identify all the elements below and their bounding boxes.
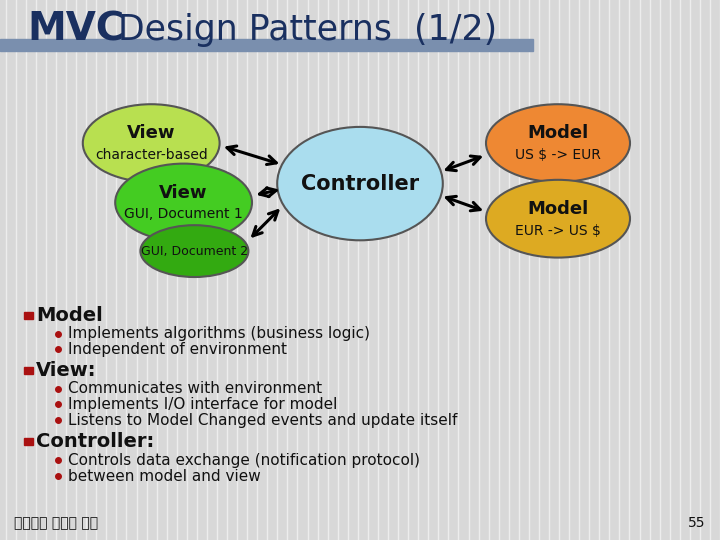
Text: 55: 55 (688, 516, 706, 530)
Text: Implements I/O interface for model: Implements I/O interface for model (68, 397, 338, 412)
Bar (24, 367, 33, 375)
Text: Controller:: Controller: (36, 432, 154, 451)
Ellipse shape (115, 164, 252, 241)
Ellipse shape (486, 104, 630, 182)
Text: between model and view: between model and view (68, 469, 261, 484)
Text: Controls data exchange (notification protocol): Controls data exchange (notification pro… (68, 453, 420, 468)
Text: 交大資工 蔡文能 計概: 交大資工 蔡文能 計概 (14, 516, 99, 530)
Text: Independent of environment: Independent of environment (68, 342, 287, 357)
Ellipse shape (83, 104, 220, 182)
Text: Model: Model (527, 124, 589, 143)
Text: Implements algorithms (business logic): Implements algorithms (business logic) (68, 326, 370, 341)
Text: View: View (159, 184, 208, 202)
Text: GUI, Document 1: GUI, Document 1 (125, 207, 243, 221)
Text: US $ -> EUR: US $ -> EUR (515, 148, 601, 162)
Text: Controller: Controller (301, 173, 419, 194)
Text: Model: Model (36, 306, 103, 326)
Text: MVC: MVC (27, 11, 125, 49)
Text: Communicates with environment: Communicates with environment (68, 381, 323, 396)
Ellipse shape (277, 127, 443, 240)
Ellipse shape (140, 225, 248, 277)
Text: Listens to Model Changed events and update itself: Listens to Model Changed events and upda… (68, 413, 458, 428)
Text: character-based: character-based (95, 148, 207, 162)
Text: GUI, Document 2: GUI, Document 2 (141, 245, 248, 258)
Bar (24, 438, 33, 445)
Ellipse shape (486, 180, 630, 258)
Text: Model: Model (527, 200, 589, 218)
Bar (0, 39, 533, 51)
Text: View: View (127, 124, 176, 143)
Text: Design Patterns  (1/2): Design Patterns (1/2) (107, 13, 497, 46)
Text: View:: View: (36, 361, 96, 381)
Bar (24, 312, 33, 320)
Text: EUR -> US $: EUR -> US $ (515, 224, 601, 238)
